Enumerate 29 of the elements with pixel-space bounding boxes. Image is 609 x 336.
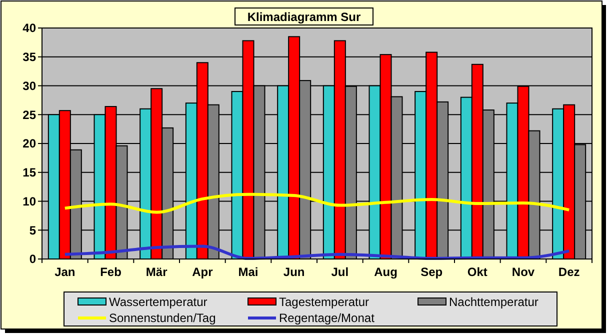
y-tick-label: 35: [22, 50, 36, 64]
y-tick-label: 15: [22, 166, 36, 180]
x-tick-label: Nov: [512, 265, 535, 279]
legend-label: Tagestemperatur: [279, 295, 370, 310]
legend-label: Wassertemperatur: [109, 295, 208, 310]
x-tick-label: Mär: [146, 265, 168, 279]
y-tick-label: 0: [29, 252, 36, 266]
x-tick-label: Okt: [467, 265, 488, 279]
y-tick-label: 10: [22, 194, 36, 208]
y-tick-label: 5: [29, 223, 36, 238]
x-tick-label: Dez: [558, 265, 580, 279]
x-tick-label: Mai: [238, 265, 258, 279]
line-series: [63, 192, 571, 214]
legend-label: Sonnenstunden/Tag: [109, 311, 216, 326]
x-tick-label: Jun: [283, 265, 305, 279]
x-tick-label: Apr: [192, 265, 214, 279]
legend-label: Regentage/Monat: [279, 311, 376, 326]
legend-label: Nachttemperatur: [449, 295, 538, 310]
y-tick-label: 40: [22, 21, 36, 36]
x-tick-label: Sep: [420, 265, 443, 279]
x-tick-label: Aug: [374, 265, 398, 279]
x-tick-label: Feb: [100, 265, 122, 279]
y-tick-label: 25: [22, 108, 36, 122]
x-tick-label: Jan: [54, 265, 76, 279]
y-tick-label: 30: [22, 78, 36, 93]
chart-title: Klimadiagramm Sur: [247, 10, 362, 24]
line-series: [63, 244, 571, 260]
y-tick-label: 20: [22, 136, 36, 151]
x-tick-label: Jul: [331, 265, 349, 279]
